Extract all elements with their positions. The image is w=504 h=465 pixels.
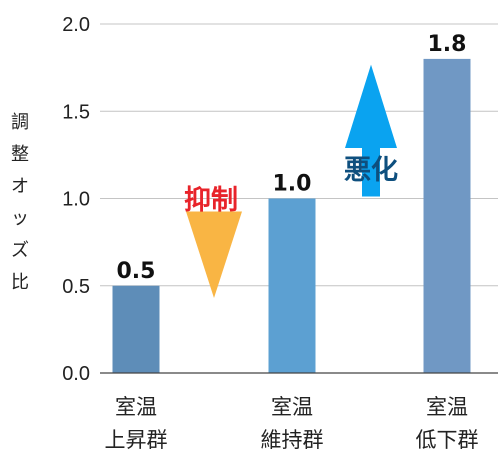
y-tick-label: 1.0	[62, 189, 90, 211]
y-tick-label: 0.5	[62, 276, 90, 298]
value-label: 1.8	[428, 32, 467, 57]
y-axis-label: 調整オッズ比	[11, 112, 29, 293]
category-label: 低下群	[416, 428, 479, 452]
y-axis-tick-labels: 0.0 0.5 1.0 1.5 2.0	[62, 14, 90, 385]
category-label: 維持群	[261, 428, 324, 452]
bars	[112, 58, 471, 374]
bar	[268, 198, 316, 373]
category-label: 室温	[426, 395, 468, 419]
y-tick-label: 2.0	[62, 14, 90, 36]
value-label: 0.5	[117, 259, 156, 284]
annotation-arrows	[186, 64, 397, 298]
y-tick-label: 1.5	[62, 101, 90, 123]
bar	[423, 58, 471, 374]
down-arrow-icon	[186, 211, 242, 298]
bar	[112, 285, 160, 373]
value-label: 1.0	[273, 172, 312, 197]
category-label: 室温	[115, 395, 157, 419]
y-axis-label-text: 調整オッズ比	[11, 112, 29, 293]
y-tick-label: 0.0	[62, 363, 90, 385]
category-label: 上昇群	[105, 428, 168, 452]
value-labels: 0.5 1.0 1.8	[117, 32, 467, 284]
annotation-label-suppress: 抑制	[184, 185, 238, 216]
up-arrow-icon	[345, 64, 397, 197]
annotation-label-worsen: 悪化	[344, 155, 398, 186]
category-label: 室温	[271, 395, 313, 419]
annotation-labels: 抑制 悪化	[184, 155, 398, 216]
